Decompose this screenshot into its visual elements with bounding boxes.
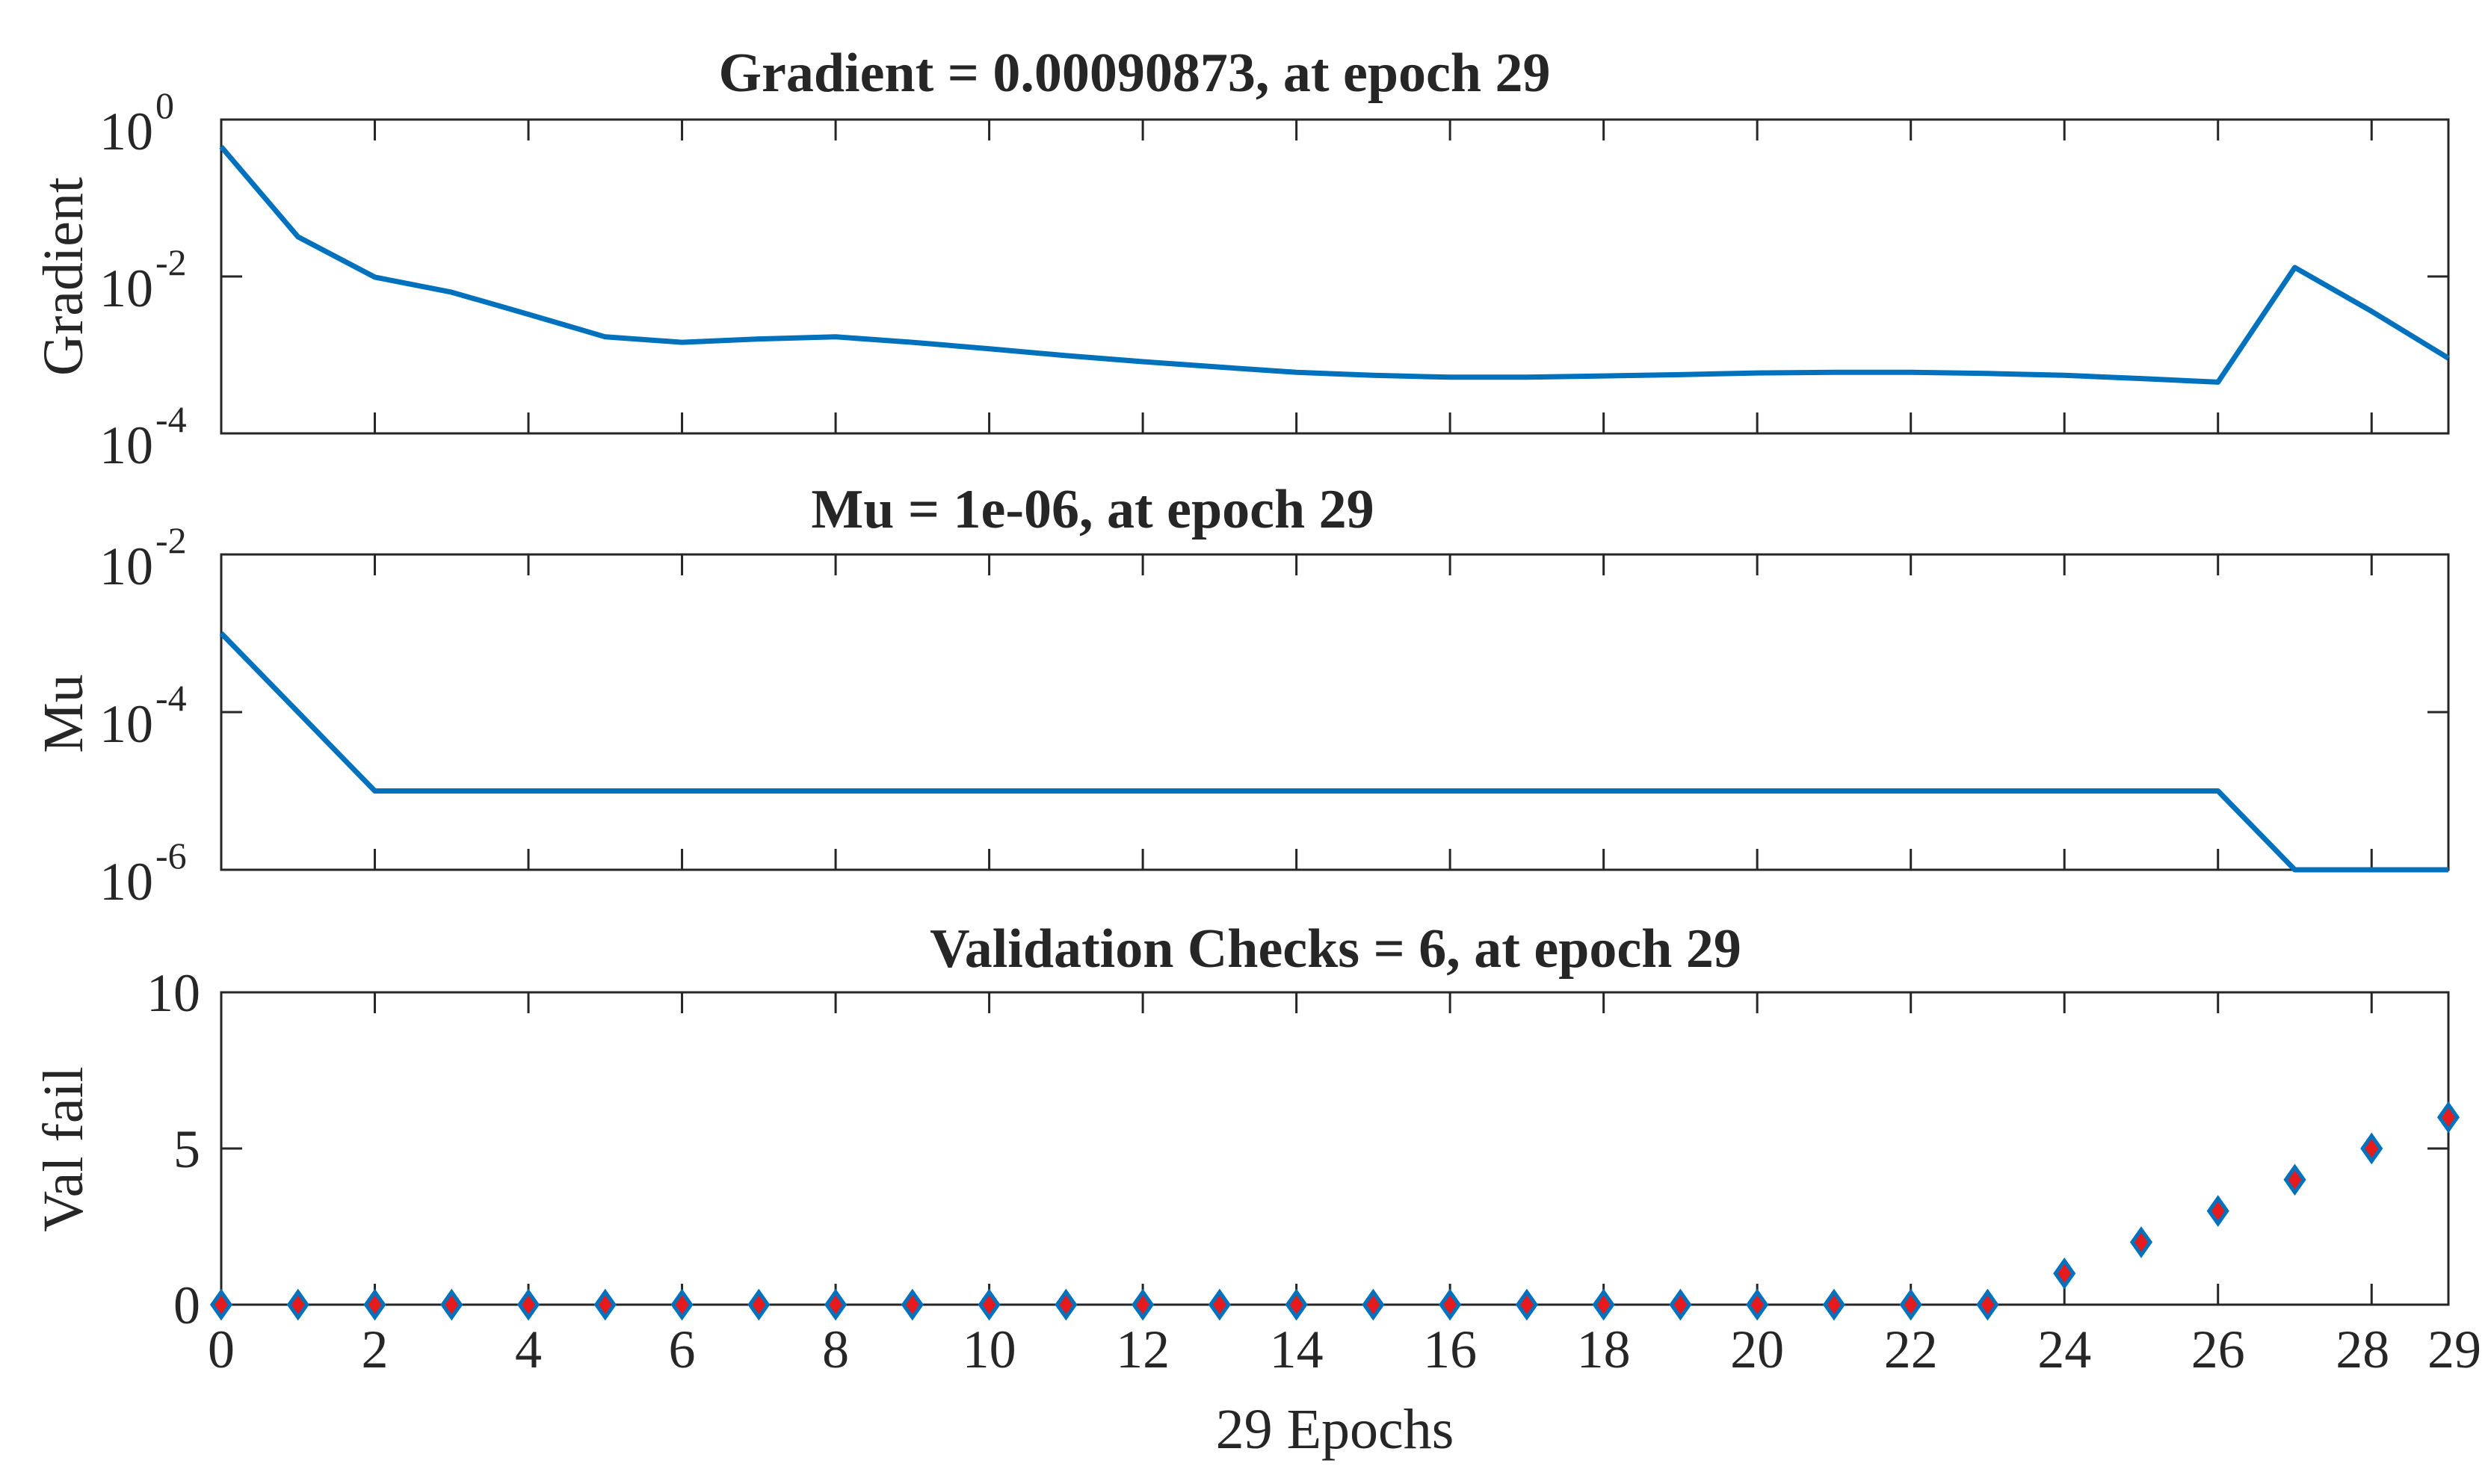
y-tick-label: 10 bbox=[99, 259, 153, 318]
y-tick-label: 10 bbox=[146, 963, 200, 1023]
x-tick-label: 24 bbox=[2037, 1320, 2091, 1379]
val-fail-point bbox=[1822, 1288, 1845, 1321]
val-fail-point bbox=[1439, 1288, 1462, 1321]
y-tick-label: 10 bbox=[99, 852, 153, 912]
x-tick-label: 6 bbox=[669, 1320, 696, 1379]
mu-y-axis-label: Mu bbox=[32, 674, 95, 753]
x-tick-label: 14 bbox=[1270, 1320, 1324, 1379]
val-fail-point bbox=[747, 1288, 771, 1321]
val-fail-point bbox=[440, 1288, 463, 1321]
val-fail-point bbox=[1592, 1288, 1615, 1321]
val-fail-point bbox=[2360, 1132, 2383, 1165]
gradient-y-axis-label: Gradient bbox=[32, 177, 95, 376]
gradient-plot-area bbox=[220, 118, 2450, 435]
val-fail-point bbox=[1362, 1288, 1385, 1321]
val-fail-point bbox=[1976, 1288, 1999, 1321]
val-fail-point bbox=[363, 1288, 386, 1321]
mu-y-ticks: 10-610-410-2 bbox=[99, 519, 2448, 912]
x-tick-label: 0 bbox=[208, 1320, 235, 1379]
x-tick-label: 12 bbox=[1116, 1320, 1170, 1379]
y-tick-exponent: -6 bbox=[155, 835, 187, 877]
gradient-x-ticks bbox=[220, 120, 2450, 433]
y-tick-label: 10 bbox=[99, 102, 153, 161]
y-tick-label: 10 bbox=[99, 537, 153, 596]
x-tick-label: 18 bbox=[1577, 1320, 1631, 1379]
val-fail-point bbox=[824, 1288, 848, 1321]
val-fail-point bbox=[1055, 1288, 1078, 1321]
y-tick-label: 5 bbox=[173, 1119, 200, 1179]
val-fail-point bbox=[2436, 1101, 2460, 1134]
mu-panel: Mu = 1e-06, at epoch 29 Mu 10-610-410-2 bbox=[32, 479, 2450, 912]
val-fail-point bbox=[2283, 1163, 2306, 1196]
mu-x-ticks bbox=[220, 554, 2450, 870]
x-tick-label: 2 bbox=[362, 1320, 389, 1379]
x-tick-label: 28 bbox=[2336, 1320, 2389, 1379]
y-tick-label: 0 bbox=[173, 1276, 200, 1335]
mu-plot-area bbox=[220, 553, 2450, 871]
gradient-series-line bbox=[219, 145, 2450, 385]
val-fail-point bbox=[2053, 1257, 2076, 1290]
x-tick-label: 8 bbox=[822, 1320, 849, 1379]
val-fail-point bbox=[593, 1288, 617, 1321]
x-tick-label: 4 bbox=[515, 1320, 542, 1379]
y-tick-label: 10 bbox=[99, 694, 153, 754]
val-fail-point bbox=[209, 1288, 233, 1321]
x-tick-label: 29 bbox=[2427, 1320, 2481, 1379]
val-fail-point bbox=[516, 1288, 540, 1321]
gradient-title: Gradient = 0.00090873, at epoch 29 bbox=[718, 43, 1550, 104]
valfail-title: Validation Checks = 6, at epoch 29 bbox=[930, 918, 1741, 980]
valfail-y-ticks: 0 5 10 bbox=[146, 963, 2448, 1335]
val-fail-point bbox=[1669, 1288, 1692, 1321]
val-fail-point bbox=[1515, 1288, 1538, 1321]
val-fail-point bbox=[1285, 1288, 1308, 1321]
y-tick-exponent: -2 bbox=[155, 241, 187, 283]
y-tick-exponent: -2 bbox=[155, 519, 187, 561]
val-fail-point bbox=[1746, 1288, 1769, 1321]
x-axis-label: 29 Epochs bbox=[1216, 1398, 1454, 1461]
valfail-x-tick-labels: 0 2 4 6 8 10 12 14 16 18 20 22 24 26 28 29 bbox=[208, 1320, 2481, 1379]
val-fail-point bbox=[1132, 1288, 1155, 1321]
y-tick-exponent: 0 bbox=[155, 84, 174, 126]
valfail-panel: Validation Checks = 6, at epoch 29 Val f… bbox=[32, 918, 2481, 1461]
mu-series-line bbox=[219, 631, 2448, 873]
val-fail-point bbox=[286, 1288, 309, 1321]
val-fail-point bbox=[1899, 1288, 1922, 1321]
val-fail-point bbox=[2129, 1226, 2153, 1258]
val-fail-point bbox=[1208, 1288, 1231, 1321]
valfail-markers bbox=[209, 1101, 2460, 1321]
y-tick-label: 10 bbox=[99, 415, 153, 475]
mu-title: Mu = 1e-06, at epoch 29 bbox=[811, 479, 1374, 540]
y-tick-exponent: -4 bbox=[155, 398, 187, 440]
x-tick-label: 22 bbox=[1884, 1320, 1938, 1379]
val-fail-point bbox=[901, 1288, 924, 1321]
x-tick-label: 16 bbox=[1423, 1320, 1477, 1379]
gradient-panel: Gradient = 0.00090873, at epoch 29 Gradi… bbox=[32, 43, 2450, 475]
val-fail-point bbox=[2206, 1195, 2229, 1227]
val-fail-point bbox=[978, 1288, 1001, 1321]
x-tick-label: 26 bbox=[2191, 1320, 2245, 1379]
x-tick-label: 10 bbox=[963, 1320, 1016, 1379]
valfail-y-axis-label: Val fail bbox=[32, 1066, 95, 1232]
valfail-plot-area bbox=[220, 991, 2450, 1306]
y-tick-exponent: -4 bbox=[155, 677, 187, 719]
x-tick-label: 20 bbox=[1730, 1320, 1784, 1379]
val-fail-point bbox=[670, 1288, 694, 1321]
